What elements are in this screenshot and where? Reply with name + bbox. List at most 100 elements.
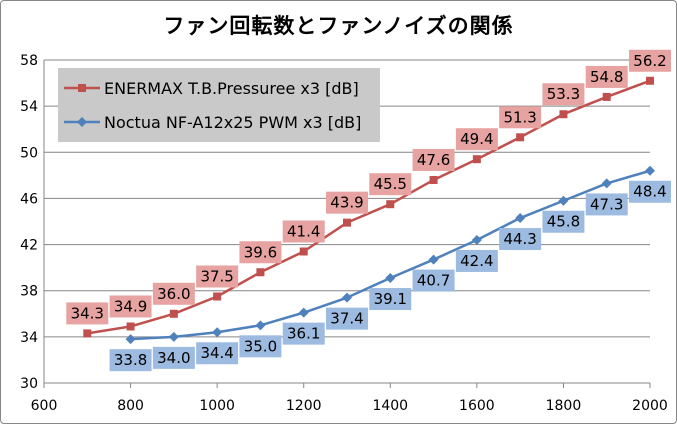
- data-label-bg-noctua: [499, 228, 542, 251]
- data-label-bg-noctua: [542, 210, 585, 233]
- data-label-enermax: 45.5: [374, 175, 407, 193]
- x-tick-label: 2000: [632, 398, 668, 414]
- data-point-noctua: [428, 254, 439, 265]
- data-label-enermax: 56.2: [633, 52, 666, 70]
- data-label-bg-enermax: [412, 148, 455, 171]
- data-label-bg-enermax: [152, 282, 195, 305]
- legend: ENERMAX T.B.Pressuree x3 [dB] Noctua NF-…: [58, 68, 380, 142]
- data-label-noctua: 39.1: [374, 290, 407, 308]
- data-label-bg-noctua: [455, 249, 498, 272]
- legend-swatch-enermax: [64, 84, 100, 92]
- data-point-noctua: [471, 234, 482, 245]
- legend-item-noctua: Noctua NF-A12x25 PWM x3 [dB]: [64, 107, 361, 137]
- data-label-enermax: 47.6: [417, 151, 450, 169]
- x-tick-label: 1400: [372, 398, 408, 414]
- x-tick-label: 1600: [459, 398, 495, 414]
- data-label-bg-noctua: [412, 269, 455, 292]
- data-point-noctua: [385, 273, 396, 284]
- y-tick-label: 42: [20, 238, 38, 254]
- data-point-noctua: [342, 292, 352, 303]
- data-point-enermax: [343, 218, 351, 227]
- data-point-enermax: [516, 133, 525, 142]
- data-point-noctua: [601, 178, 612, 189]
- data-point-noctua: [255, 320, 266, 331]
- data-point-enermax: [602, 92, 611, 101]
- data-label-enermax: 41.4: [287, 222, 320, 240]
- data-label-bg-noctua: [326, 307, 368, 330]
- data-label-enermax: 51.3: [503, 108, 536, 126]
- y-tick-label: 34: [20, 330, 38, 346]
- data-label-noctua: 40.7: [417, 272, 450, 290]
- data-label-bg-enermax: [326, 191, 368, 214]
- chart-title: ファン回転数とファンノイズの関係: [163, 14, 514, 38]
- data-point-enermax: [126, 322, 135, 331]
- data-label-bg-enermax: [196, 265, 239, 288]
- data-label-noctua: 37.4: [330, 310, 363, 328]
- data-point-enermax: [83, 329, 92, 338]
- data-label-enermax: 49.4: [460, 130, 493, 148]
- data-point-enermax: [559, 110, 568, 119]
- data-point-enermax: [256, 268, 265, 277]
- data-label-bg-enermax: [66, 302, 109, 325]
- data-label-enermax: 54.8: [590, 68, 623, 86]
- data-point-enermax: [213, 292, 222, 301]
- data-label-noctua: 45.8: [547, 213, 580, 231]
- data-label-bg-enermax: [109, 295, 152, 318]
- data-label-noctua: 33.8: [114, 351, 147, 369]
- data-point-noctua: [515, 213, 526, 224]
- data-label-bg-enermax: [542, 83, 585, 106]
- data-label-noctua: 47.3: [590, 195, 623, 213]
- y-tick-label: 30: [20, 376, 38, 392]
- data-label-bg-enermax: [282, 220, 325, 243]
- data-point-noctua: [298, 307, 309, 318]
- data-point-enermax: [386, 200, 395, 209]
- data-label-noctua: 36.1: [287, 325, 320, 343]
- y-tick-label: 54: [20, 99, 38, 115]
- data-point-noctua: [125, 334, 136, 345]
- data-label-enermax: 37.5: [200, 267, 233, 285]
- data-label-bg-noctua: [369, 288, 412, 311]
- y-tick-label: 50: [20, 145, 38, 161]
- x-tick-label: 1200: [286, 398, 322, 414]
- x-tick-label: 1000: [199, 398, 235, 414]
- data-label-noctua: 44.3: [503, 230, 536, 248]
- data-label-enermax: 36.0: [157, 285, 190, 303]
- data-label-bg-noctua: [239, 335, 282, 358]
- data-label-bg-noctua: [196, 342, 239, 365]
- data-label-enermax: 34.3: [71, 304, 104, 322]
- data-label-bg-enermax: [499, 106, 542, 129]
- data-label-enermax: 34.9: [114, 297, 147, 315]
- data-label-bg-noctua: [109, 349, 152, 372]
- data-point-enermax: [472, 155, 481, 164]
- data-label-enermax: 53.3: [547, 85, 580, 103]
- x-tick-label: 800: [117, 398, 144, 414]
- legend-item-enermax: ENERMAX T.B.Pressuree x3 [dB]: [64, 73, 359, 103]
- legend-label-enermax: ENERMAX T.B.Pressuree x3 [dB]: [104, 78, 359, 98]
- legend-label-noctua: Noctua NF-A12x25 PWM x3 [dB]: [104, 112, 362, 132]
- data-point-noctua: [558, 195, 569, 206]
- data-label-bg-noctua: [282, 322, 325, 345]
- data-label-bg-noctua: [152, 346, 195, 369]
- data-label-noctua: 35.0: [244, 337, 277, 355]
- series-line-noctua: [130, 169, 651, 341]
- data-point-enermax: [169, 309, 178, 318]
- data-label-bg-noctua: [585, 193, 628, 216]
- y-tick-label: 46: [20, 191, 38, 207]
- data-point-noctua: [212, 327, 223, 338]
- data-point-enermax: [646, 76, 654, 85]
- data-label-bg-enermax: [239, 241, 282, 264]
- data-point-noctua: [168, 331, 179, 342]
- data-label-noctua: 34.4: [200, 344, 233, 362]
- data-point-enermax: [299, 247, 308, 256]
- series-line-enermax: [87, 79, 651, 335]
- data-label-noctua: 34.0: [157, 349, 190, 367]
- data-label-bg-enermax: [369, 173, 412, 196]
- data-label-bg-enermax: [629, 49, 671, 72]
- y-tick-label: 38: [20, 284, 38, 300]
- data-point-noctua: [645, 165, 655, 176]
- data-label-noctua: 42.4: [460, 252, 493, 270]
- data-point-enermax: [429, 175, 438, 184]
- data-label-bg-enermax: [455, 128, 498, 151]
- y-tick-label: 58: [20, 53, 38, 69]
